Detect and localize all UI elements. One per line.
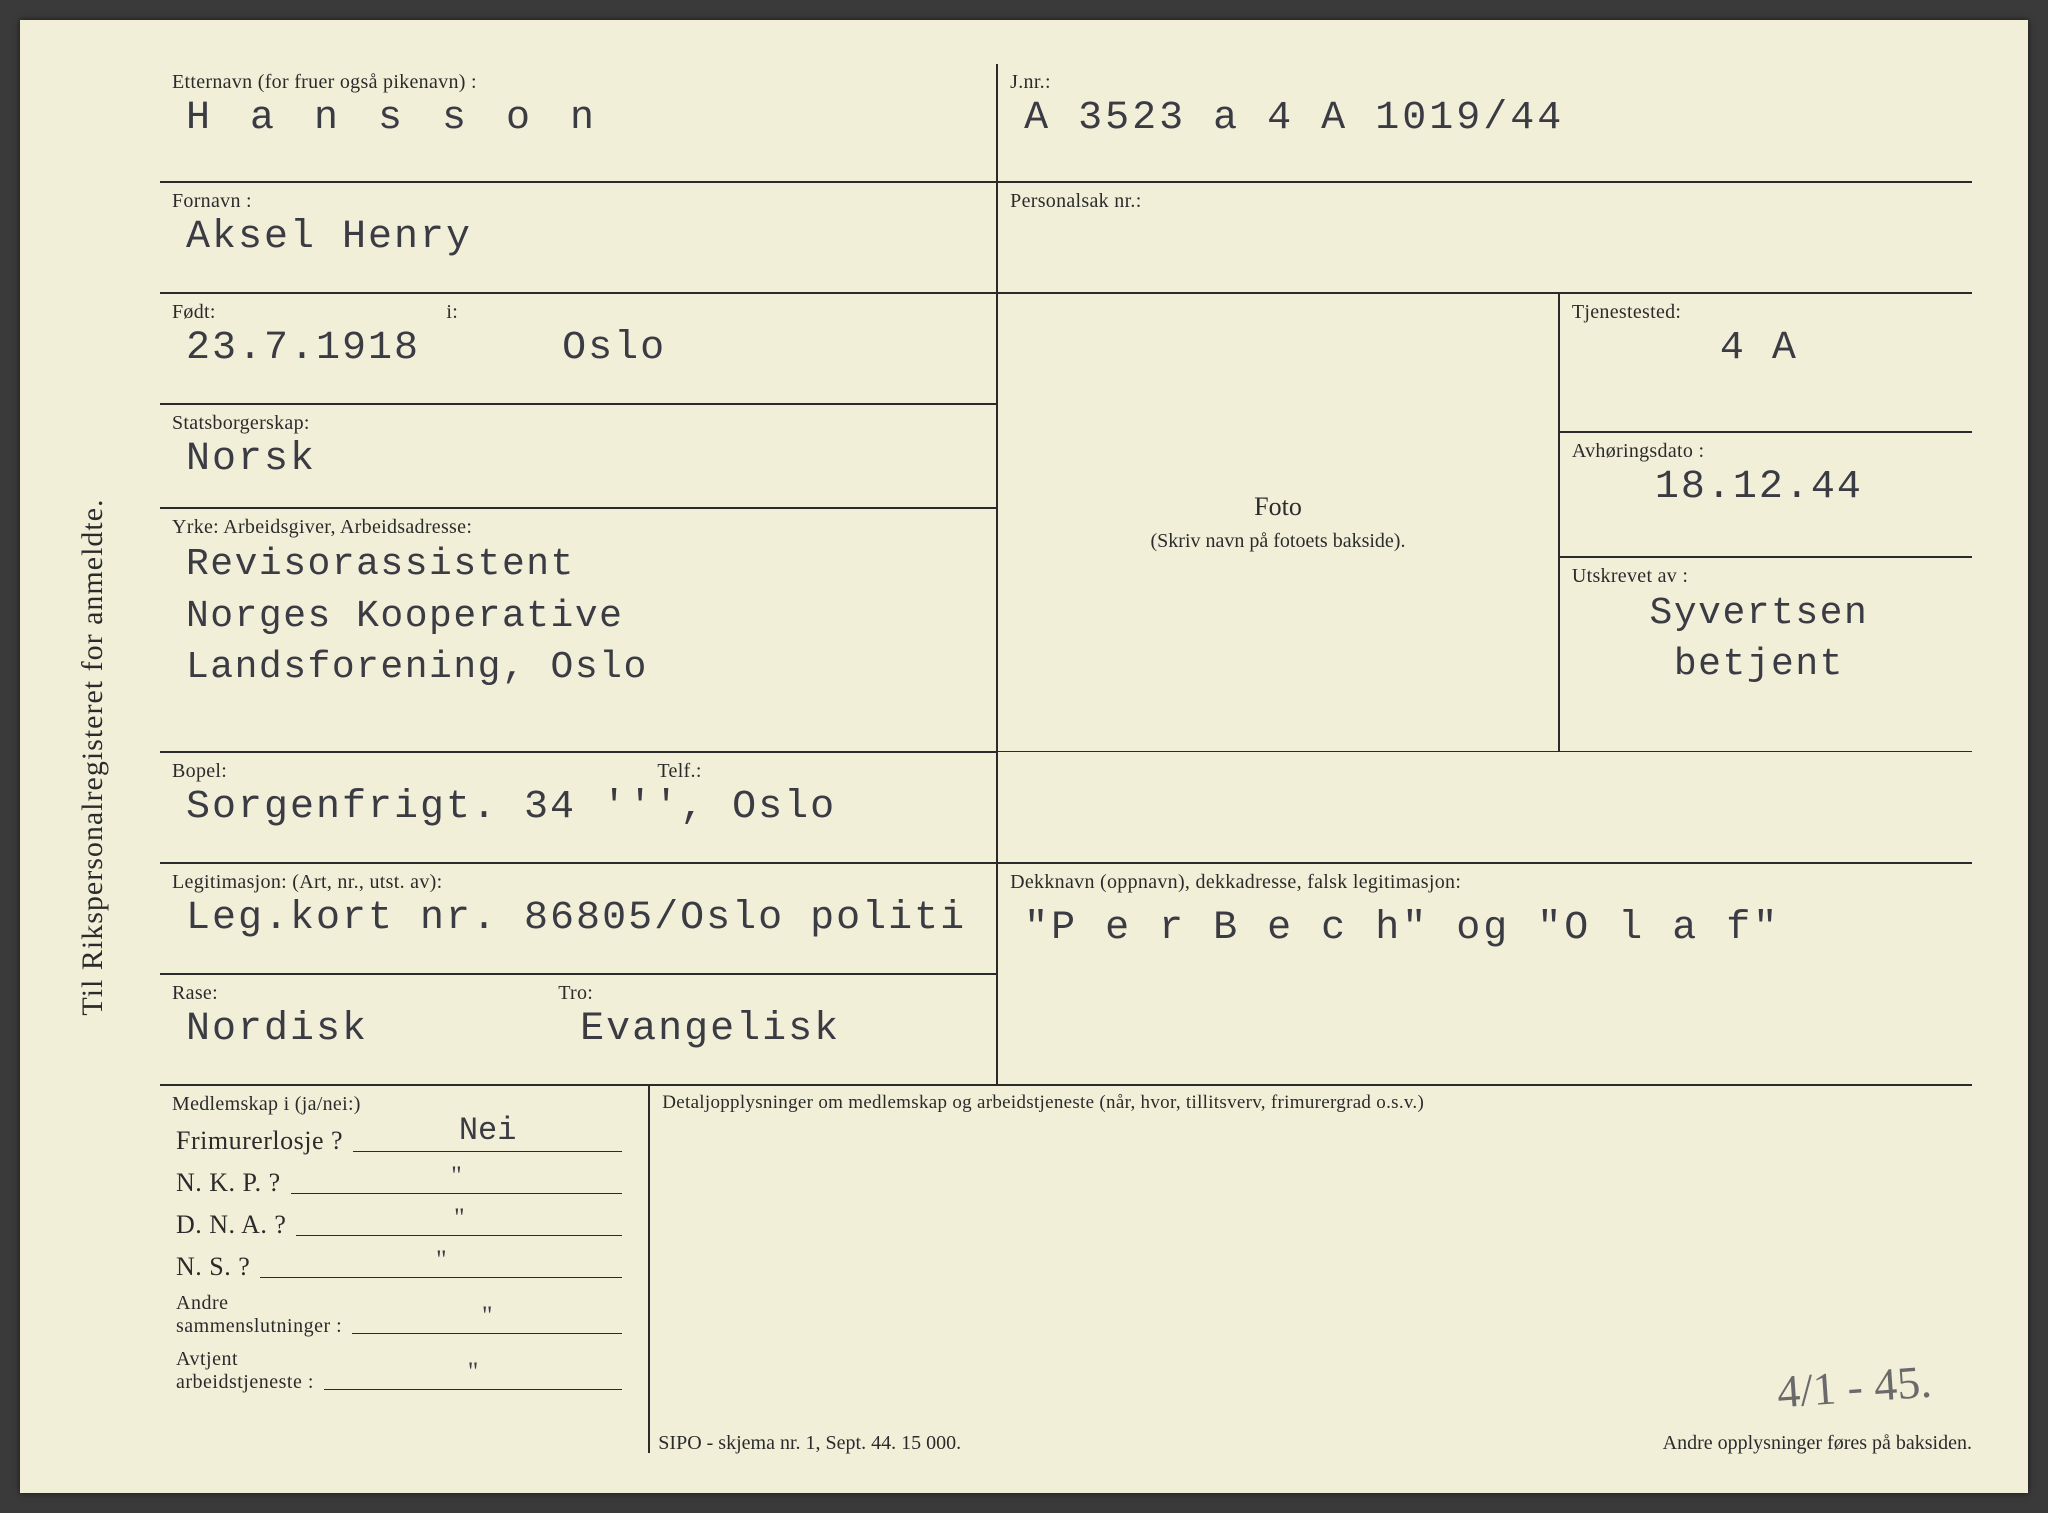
value-bopel: Sorgenfrigt. 34 ''', Oslo — [160, 783, 996, 841]
label-bopel-1: Bopel: — [172, 760, 227, 782]
label-avh: Avhøringsdato : — [1560, 433, 1972, 463]
value-legit: Leg.kort nr. 86805/Oslo politi — [160, 894, 996, 952]
value-rase-tro: Nordisk Evangelisk — [160, 1005, 996, 1063]
field-personalsak: Personalsak nr.: — [997, 182, 1972, 293]
footer-form-id: SIPO - skjema nr. 1, Sept. 44. 15 000. — [658, 1432, 961, 1455]
membership-row: Andresammenslutninger : " — [160, 1284, 648, 1340]
label-membership: Medlemskap i (ja/nei:) — [160, 1086, 648, 1116]
registration-card: Til Rikspersonalregisteret for anmeldte.… — [20, 20, 2028, 1493]
value-avh: 18.12.44 — [1560, 463, 1972, 521]
value-fornavn: Aksel Henry — [160, 213, 996, 271]
membership-row-value: " — [451, 1161, 462, 1191]
membership-row-line: " — [291, 1166, 623, 1194]
membership-block: Medlemskap i (ja/nei:) Frimurerlosje ? Ne… — [160, 1085, 649, 1453]
label-details: Detaljopplysninger om medlemskap og arbe… — [650, 1086, 1972, 1115]
label-dekk: Dekknavn (oppnavn), dekkadresse, falsk l… — [998, 864, 1972, 894]
side-caption: Til Rikspersonalregisteret for anmeldte. — [76, 498, 110, 1015]
label-fodt-2: i: — [446, 301, 458, 323]
label-fornavn: Fornavn : — [160, 183, 996, 213]
foto-box: Foto (Skriv navn på fotoets bakside). — [997, 293, 1559, 751]
label-etternavn: Etternavn (for fruer også pikenavn) : — [160, 64, 996, 94]
membership-row-label: Andresammenslutninger : — [176, 1292, 342, 1338]
membership-row-line: " — [324, 1362, 622, 1390]
membership-row: N. S. ? " — [160, 1242, 648, 1284]
field-fornavn: Fornavn : Aksel Henry — [160, 182, 997, 293]
value-fodt-date: 23.7.1918 — [186, 326, 420, 371]
label-jnr: J.nr.: — [998, 64, 1972, 94]
label-fodt: Født: i: — [160, 294, 996, 324]
membership-row-value: " — [468, 1357, 479, 1387]
membership-row: Frimurerlosje ? Nei — [160, 1116, 648, 1158]
membership-row-value: " — [436, 1245, 447, 1275]
membership-row: Avtjentarbeidstjeneste : " — [160, 1340, 648, 1396]
membership-row-line: " — [260, 1250, 622, 1278]
field-jnr: J.nr.: A 3523 a 4 A 1019/44 — [997, 64, 1972, 182]
membership-row-value: " — [482, 1301, 493, 1331]
label-rase: Rase: — [172, 982, 218, 1004]
value-rase: Nordisk — [186, 1007, 368, 1052]
value-utsk-1: Syvertsen — [1650, 592, 1869, 635]
field-fodt: Født: i: 23.7.1918 Oslo — [160, 293, 997, 404]
value-utsk: Syvertsen betjent — [1560, 588, 1972, 699]
membership-row-label: N. K. P. ? — [176, 1168, 281, 1198]
value-jnr: A 3523 a 4 A 1019/44 — [998, 94, 1972, 152]
label-tro: Tro: — [558, 982, 593, 1004]
field-legitimasjon: Legitimasjon: (Art, nr., utst. av): Leg.… — [160, 863, 997, 974]
field-dekknavn: Dekknavn (oppnavn), dekkadresse, falsk l… — [997, 863, 1972, 1085]
value-yrke-2: Norges Kooperative Landsforening, Oslo — [186, 595, 648, 689]
membership-row-label: N. S. ? — [176, 1252, 250, 1282]
field-etternavn: Etternavn (for fruer også pikenavn) : H … — [160, 64, 997, 182]
value-fodt-place: Oslo — [562, 326, 666, 371]
label-bopel: Bopel: Telf.: — [160, 753, 996, 783]
label-bopel-2: Telf.: — [657, 760, 701, 782]
label-legit: Legitimasjon: (Art, nr., utst. av): — [160, 864, 996, 894]
label-tjen: Tjenestested: — [1560, 294, 1972, 324]
membership-row-line: " — [352, 1306, 622, 1334]
membership-row-label: Avtjentarbeidstjeneste : — [176, 1348, 314, 1394]
label-fodt-1: Født: — [172, 301, 216, 323]
value-utsk-2: betjent — [1674, 643, 1844, 686]
form-grid: Etternavn (for fruer også pikenavn) : H … — [160, 64, 1972, 1453]
value-personalsak — [998, 213, 1972, 221]
footer-right-note: Andre opplysninger føres på baksiden. — [1663, 1432, 1972, 1455]
field-statsborgerskap: Statsborgerskap: Norsk — [160, 404, 997, 508]
membership-row-value: " — [454, 1203, 465, 1233]
card-wrapper: Til Rikspersonalregisteret for anmeldte.… — [20, 20, 2028, 1493]
value-fodt: 23.7.1918 Oslo — [160, 324, 996, 382]
foto-label-1: Foto — [1254, 492, 1302, 522]
membership-row-line: Nei — [353, 1124, 622, 1152]
value-dekk: "P e r B e c h" og "O l a f" — [998, 894, 1972, 962]
label-personalsak: Personalsak nr.: — [998, 183, 1972, 213]
field-yrke: Yrke: Arbeidsgiver, Arbeidsadresse: Revi… — [160, 508, 997, 751]
membership-row-label: Frimurerlosje ? — [176, 1126, 343, 1156]
membership-row-line: " — [296, 1208, 622, 1236]
value-stats: Norsk — [160, 435, 996, 493]
value-tjen: 4 A — [1560, 324, 1972, 382]
blank-right-bopel — [997, 752, 1972, 863]
membership-row-value: Nei — [459, 1112, 517, 1149]
value-yrke-1: Revisorassistent — [186, 543, 575, 586]
value-etternavn: H a n s s o n — [160, 94, 996, 152]
label-yrke: Yrke: Arbeidsgiver, Arbeidsadresse: — [160, 509, 996, 539]
details-block: Detaljopplysninger om medlemskap og arbe… — [649, 1085, 1972, 1453]
handwritten-date: 4/1 - 45. — [1776, 1355, 1934, 1419]
field-rase-tro: Rase: Tro: Nordisk Evangelisk — [160, 974, 997, 1085]
foto-label-2: (Skriv navn på fotoets bakside). — [1151, 530, 1406, 553]
field-utskrevet: Utskrevet av : Syvertsen betjent — [1559, 557, 1972, 751]
label-rase-tro: Rase: Tro: — [160, 975, 996, 1005]
field-tjenestested: Tjenestested: 4 A — [1559, 293, 1972, 432]
value-yrke: Revisorassistent Norges Kooperative Land… — [160, 539, 996, 701]
value-tro: Evangelisk — [580, 1007, 840, 1052]
field-bopel: Bopel: Telf.: Sorgenfrigt. 34 ''', Oslo — [160, 752, 997, 863]
label-stats: Statsborgerskap: — [160, 405, 996, 435]
membership-row: D. N. A. ? " — [160, 1200, 648, 1242]
membership-rows: Frimurerlosje ?NeiN. K. P. ?"D. N. A. ?"… — [160, 1116, 648, 1396]
membership-row: N. K. P. ? " — [160, 1158, 648, 1200]
label-utsk: Utskrevet av : — [1560, 558, 1972, 588]
membership-row-label: D. N. A. ? — [176, 1210, 286, 1240]
field-avhoringsdato: Avhøringsdato : 18.12.44 — [1559, 432, 1972, 557]
